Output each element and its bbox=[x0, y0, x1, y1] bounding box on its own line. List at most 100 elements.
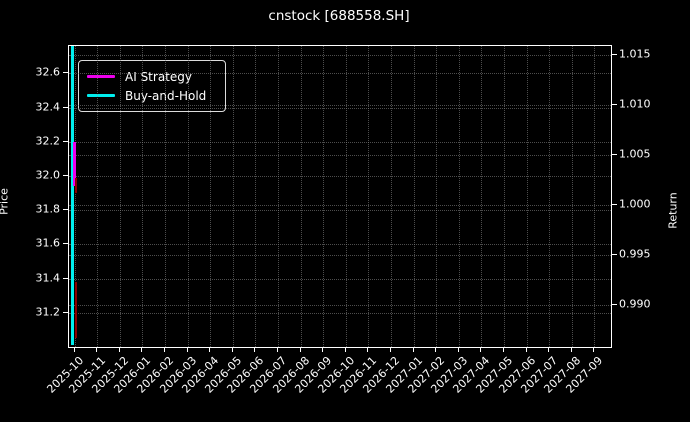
x-tick-mark bbox=[231, 347, 233, 352]
y-tick-label-return: 1.010 bbox=[619, 97, 651, 111]
y-tick-mark-right bbox=[612, 154, 617, 155]
v-gridline-month bbox=[142, 46, 144, 347]
h-gridline-return bbox=[69, 155, 611, 156]
x-tick-mark bbox=[163, 347, 165, 352]
x-tick-mark bbox=[412, 347, 414, 352]
x-tick-mark bbox=[457, 347, 459, 352]
h-gridline-price bbox=[69, 141, 611, 143]
h-gridline-price bbox=[69, 312, 611, 314]
series-line-unlabeled-dark-red-line bbox=[75, 282, 77, 339]
h-gridline-return bbox=[69, 105, 611, 106]
v-gridline-month bbox=[503, 46, 505, 347]
series-line-buy-and-hold bbox=[71, 46, 74, 346]
x-tick-mark bbox=[367, 347, 369, 352]
h-gridline-return bbox=[69, 55, 611, 56]
x-tick-mark bbox=[480, 347, 482, 352]
x-tick-mark bbox=[389, 347, 391, 352]
legend-line-swatch bbox=[87, 74, 115, 79]
h-gridline-price bbox=[69, 210, 611, 212]
x-tick-mark bbox=[344, 347, 346, 352]
x-tick-mark bbox=[276, 347, 278, 352]
v-gridline-month bbox=[277, 46, 279, 347]
y-tick-mark-left bbox=[63, 311, 68, 313]
x-tick-mark bbox=[96, 347, 98, 352]
y-axis-label-return: Return bbox=[666, 192, 680, 229]
plot-area: AI Strategy Buy-and-Hold bbox=[68, 45, 612, 348]
series-line-ai-strategy bbox=[72, 141, 76, 187]
h-gridline-price bbox=[69, 278, 611, 280]
x-tick-mark bbox=[209, 347, 211, 352]
y-tick-mark-right bbox=[612, 54, 617, 55]
v-gridline-month bbox=[481, 46, 483, 347]
y-tick-label-price: 32.2 bbox=[35, 134, 61, 148]
h-gridline-return bbox=[69, 205, 611, 206]
x-tick-mark bbox=[299, 347, 301, 352]
y-tick-label-price: 32.0 bbox=[35, 168, 61, 182]
legend-line-swatch bbox=[87, 93, 115, 98]
v-gridline-month bbox=[164, 46, 166, 347]
v-gridline-month bbox=[119, 46, 121, 347]
h-gridline-price bbox=[69, 244, 611, 246]
y-tick-mark-right bbox=[612, 304, 617, 305]
v-gridline-month bbox=[300, 46, 302, 347]
v-gridline-month bbox=[549, 46, 551, 347]
v-gridline-month bbox=[436, 46, 438, 347]
y-tick-label-price: 31.8 bbox=[35, 202, 61, 216]
v-gridline-month bbox=[74, 46, 76, 347]
y-tick-mark-left bbox=[63, 106, 68, 108]
v-gridline-month bbox=[594, 46, 596, 347]
y-tick-mark-right bbox=[612, 204, 617, 205]
y-tick-label-return: 1.015 bbox=[619, 47, 651, 61]
x-tick-mark bbox=[502, 347, 504, 352]
v-gridline-month bbox=[368, 46, 370, 347]
x-tick-mark bbox=[548, 347, 550, 352]
y-tick-mark-right bbox=[612, 254, 617, 255]
y-tick-label-return: 0.995 bbox=[619, 247, 651, 261]
y-tick-mark-right bbox=[612, 104, 617, 105]
x-tick-mark bbox=[186, 347, 188, 352]
v-gridline-month bbox=[345, 46, 347, 347]
y-tick-label-return: 0.990 bbox=[619, 297, 651, 311]
v-gridline-month bbox=[413, 46, 415, 347]
y-tick-label-price: 32.4 bbox=[35, 100, 61, 114]
y-tick-label-price: 31.6 bbox=[35, 236, 61, 250]
series-line-unlabeled-dark-red-line bbox=[75, 177, 77, 194]
y-tick-mark-left bbox=[63, 72, 68, 74]
y-tick-label-price: 32.6 bbox=[35, 65, 61, 79]
h-gridline-price bbox=[69, 73, 611, 75]
legend-entry: Buy-and-Hold bbox=[87, 86, 215, 105]
v-gridline-month bbox=[255, 46, 257, 347]
h-gridline-price bbox=[69, 175, 611, 177]
x-tick-mark bbox=[593, 347, 595, 352]
legend-entry-label: AI Strategy bbox=[125, 69, 192, 84]
x-tick-mark bbox=[254, 347, 256, 352]
x-tick-mark bbox=[141, 347, 143, 352]
v-gridline-month bbox=[390, 46, 392, 347]
h-gridline-return bbox=[69, 305, 611, 306]
v-gridline-month bbox=[210, 46, 212, 347]
y-tick-mark-left bbox=[63, 174, 68, 176]
v-gridline-month bbox=[97, 46, 99, 347]
legend: AI Strategy Buy-and-Hold bbox=[78, 60, 226, 112]
y-tick-mark-left bbox=[63, 277, 68, 279]
y-tick-mark-left bbox=[63, 243, 68, 245]
legend-entry: AI Strategy bbox=[87, 67, 215, 86]
x-tick-mark bbox=[435, 347, 437, 352]
h-gridline-price bbox=[69, 107, 611, 109]
y-tick-label-price: 31.4 bbox=[35, 271, 61, 285]
y-tick-mark-left bbox=[63, 140, 68, 142]
v-gridline-month bbox=[323, 46, 325, 347]
x-tick-mark bbox=[73, 347, 75, 352]
v-gridline-month bbox=[458, 46, 460, 347]
h-gridline-return bbox=[69, 255, 611, 256]
v-gridline-month bbox=[571, 46, 573, 347]
x-tick-mark bbox=[118, 347, 120, 352]
v-gridline-month bbox=[232, 46, 234, 347]
v-gridline-month bbox=[526, 46, 528, 347]
x-tick-mark bbox=[322, 347, 324, 352]
v-gridline-month bbox=[187, 46, 189, 347]
y-tick-label-return: 1.005 bbox=[619, 147, 651, 161]
y-tick-mark-left bbox=[63, 209, 68, 211]
chart-title: cnstock [688558.SH] bbox=[268, 8, 410, 24]
